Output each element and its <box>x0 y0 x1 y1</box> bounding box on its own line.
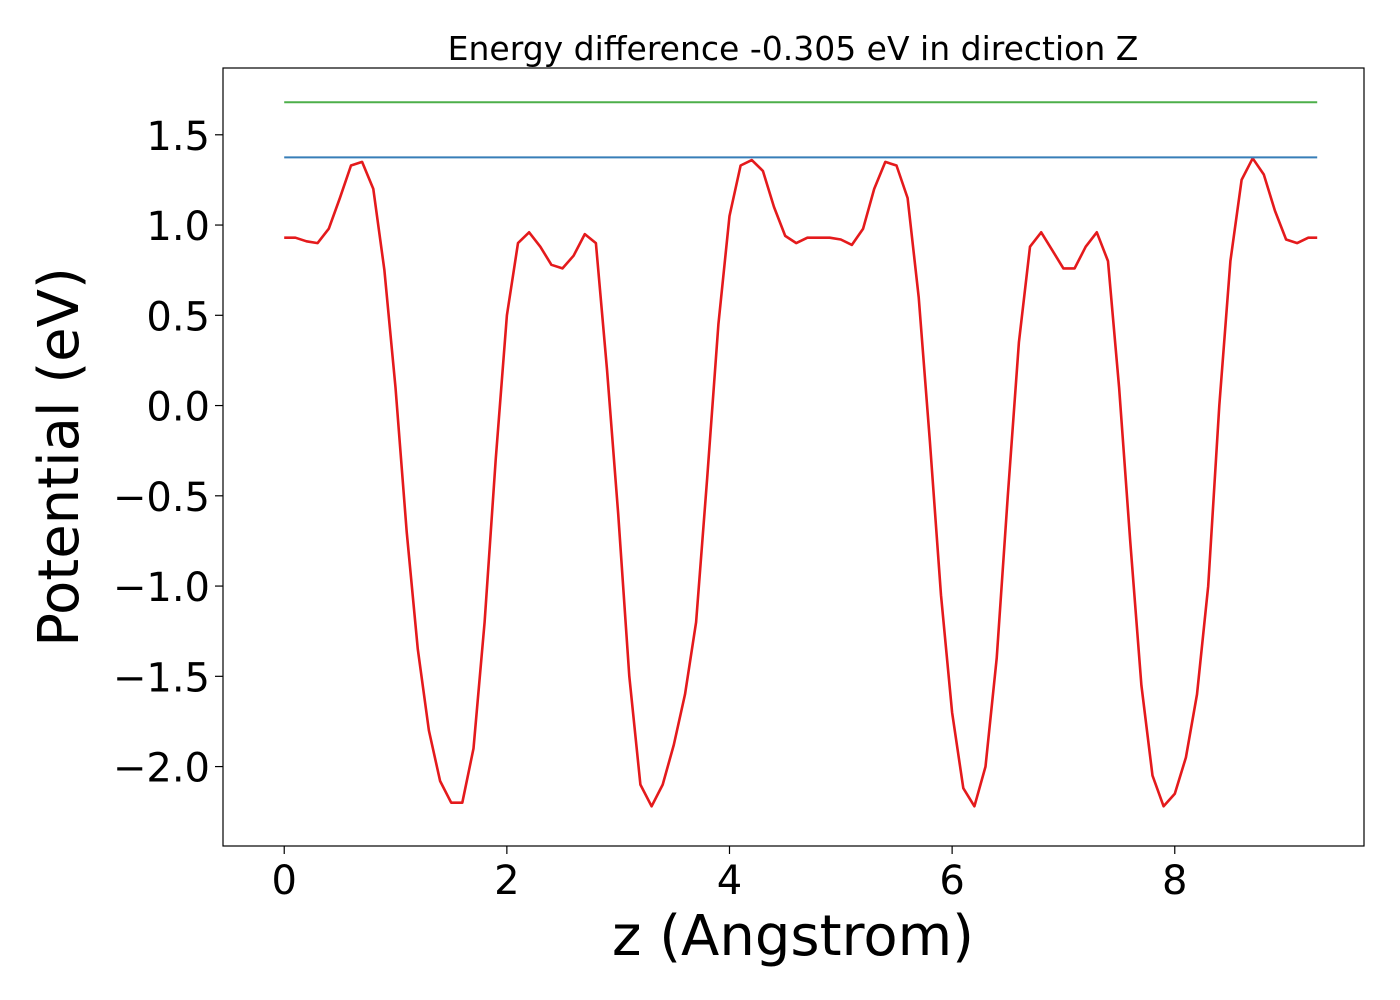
chart-title: Energy difference -0.305 eV in direction… <box>448 29 1139 68</box>
y-tick-label: −0.5 <box>113 475 210 521</box>
y-tick-label: −2.0 <box>113 746 210 792</box>
x-tick-label: 4 <box>717 858 742 904</box>
y-tick-label: 0.0 <box>146 385 210 431</box>
y-tick-label: 1.5 <box>146 114 210 160</box>
x-tick-label: 0 <box>271 858 296 904</box>
x-tick-label: 6 <box>939 858 964 904</box>
x-axis: 0 2 4 6 8 <box>271 846 1187 904</box>
y-tick-label: −1.5 <box>113 655 210 701</box>
x-tick-label: 2 <box>494 858 519 904</box>
y-tick-label: −1.0 <box>113 565 210 611</box>
y-tick-label: 1.0 <box>146 204 210 250</box>
y-axis-label: Potential (eV) <box>27 267 92 647</box>
y-axis: 1.5 1.0 0.5 0.0 −0.5 −1.0 −1.5 −2.0 <box>113 114 223 792</box>
y-tick-label: 0.5 <box>146 294 210 340</box>
x-axis-label: z (Angstrom) <box>612 904 974 969</box>
series-line-1 <box>284 157 1318 808</box>
x-tick-label: 8 <box>1162 858 1187 904</box>
plot-area-frame <box>222 67 1365 847</box>
series-layer <box>284 101 1318 808</box>
